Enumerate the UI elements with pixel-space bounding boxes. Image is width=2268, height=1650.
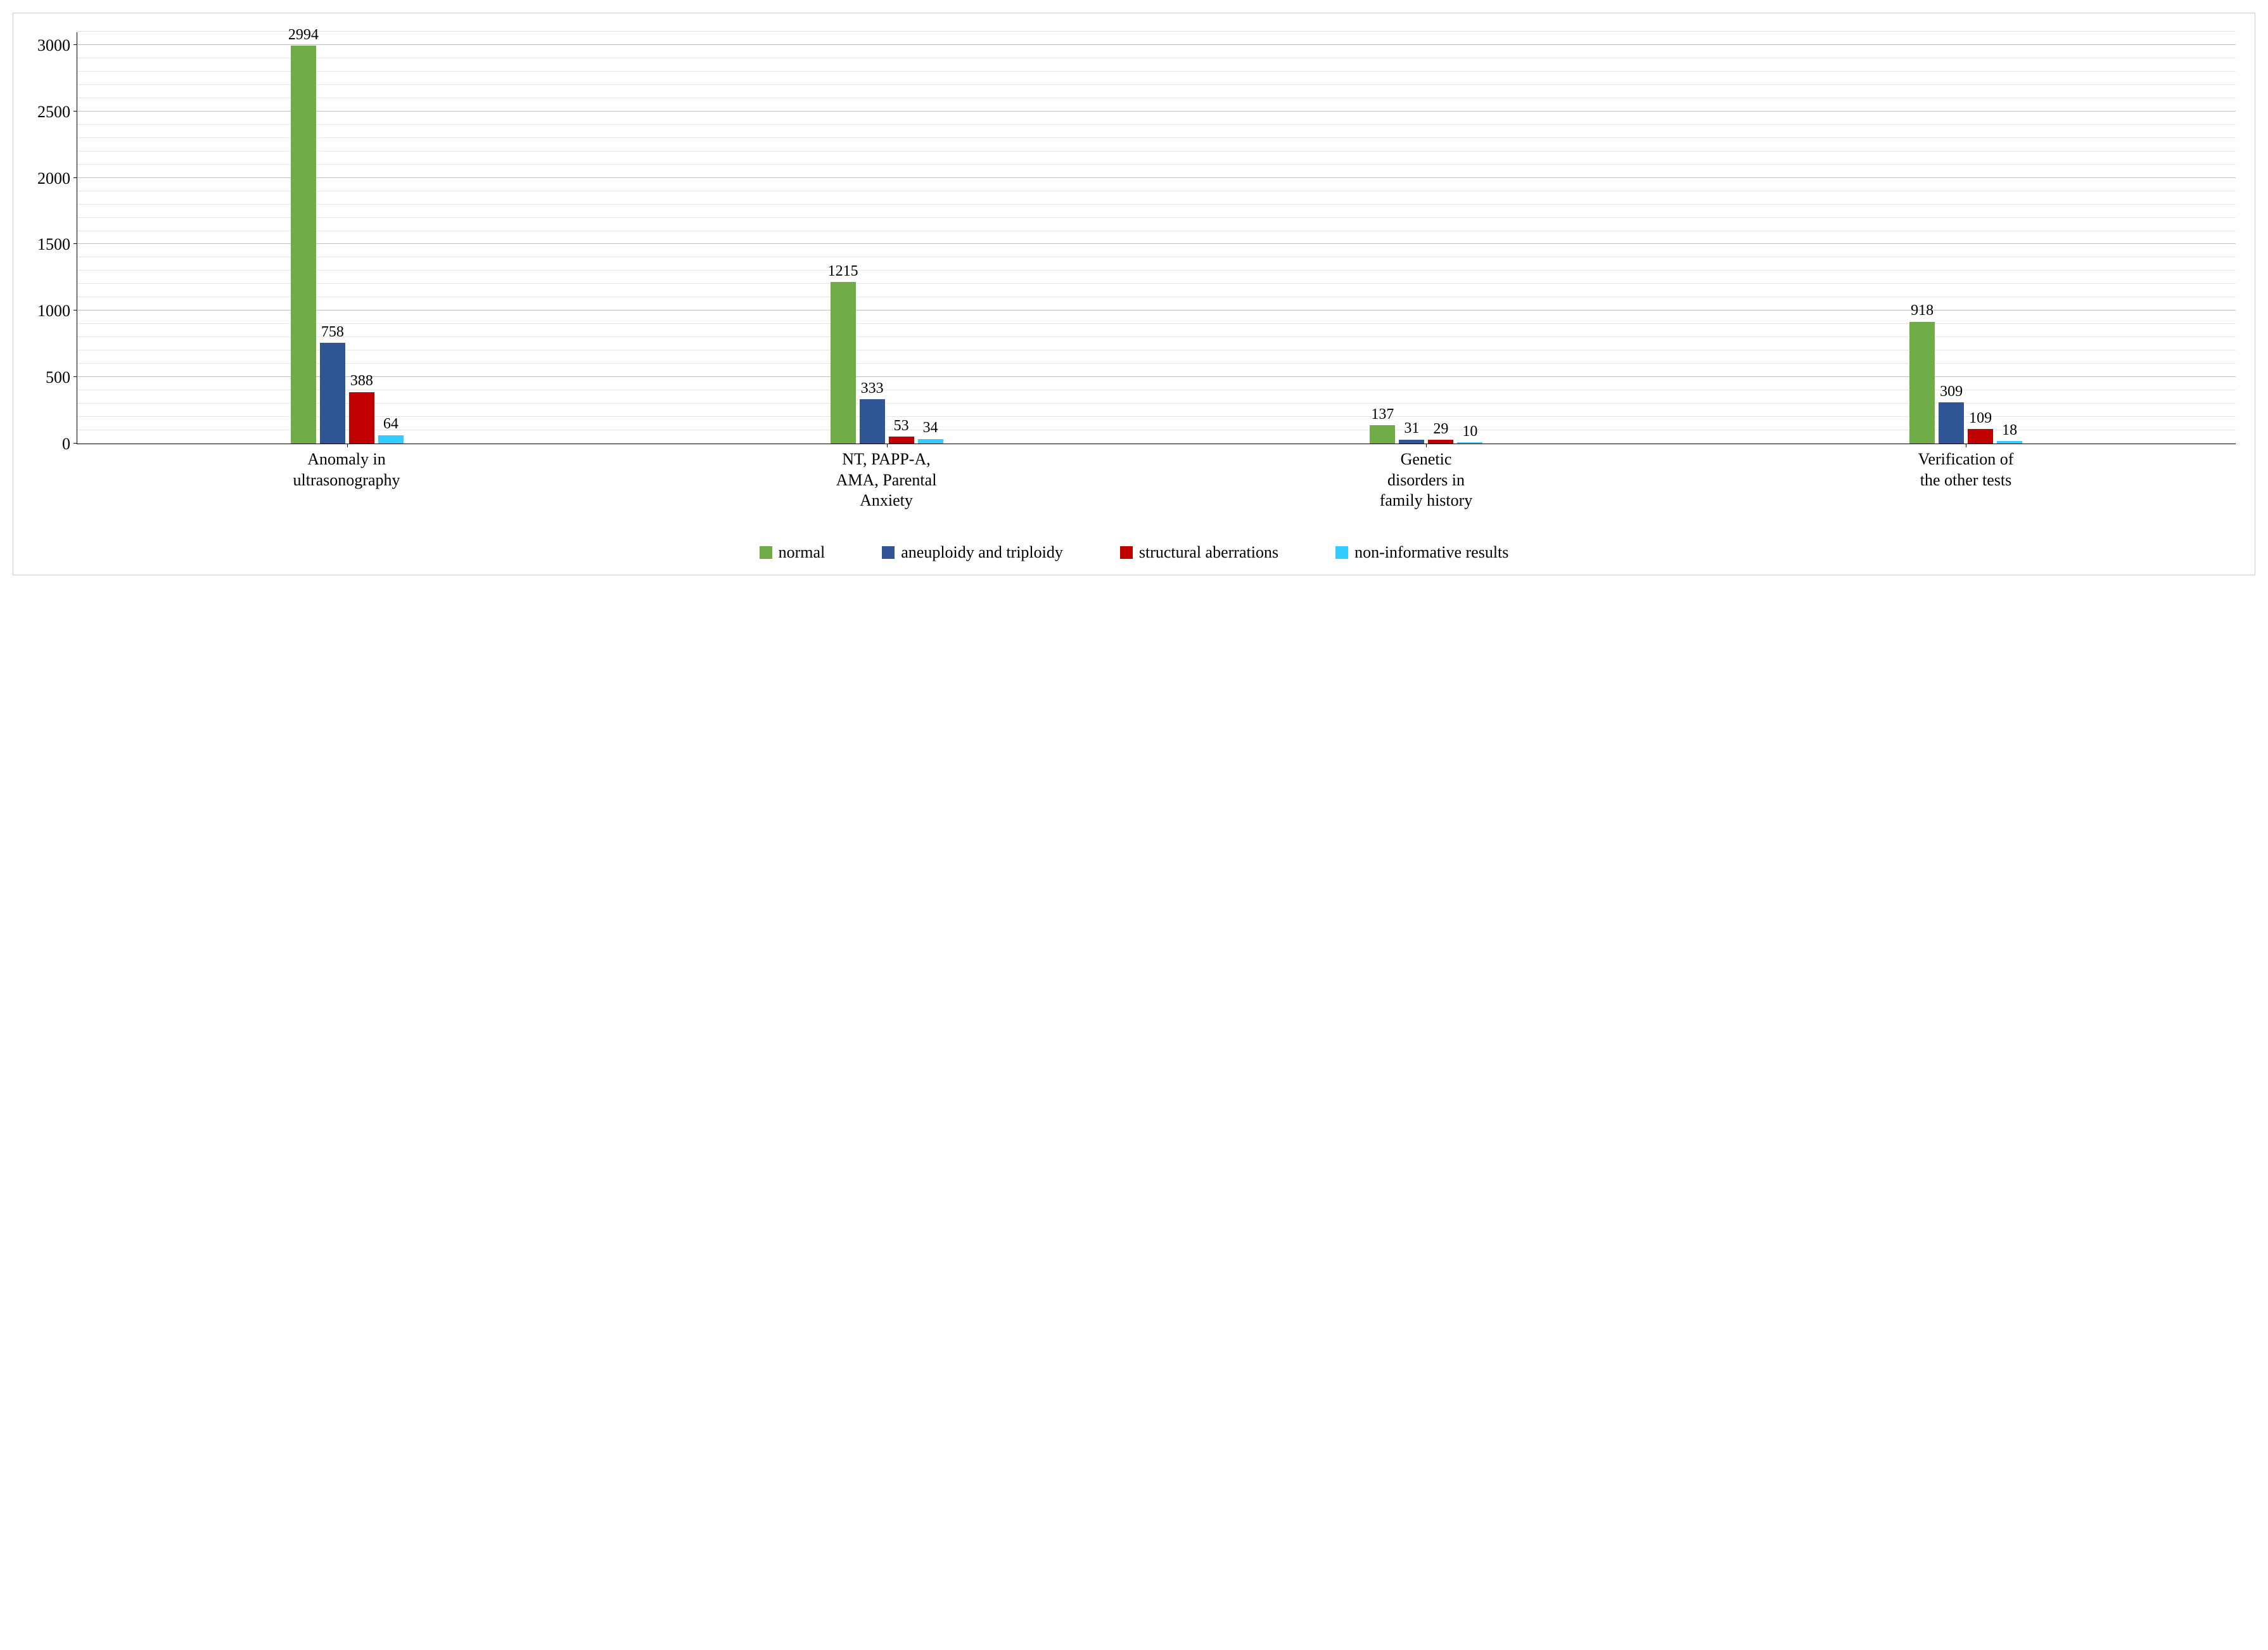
bar <box>1939 402 1964 444</box>
legend-label: structural aberrations <box>1139 543 1278 562</box>
x-category-label: Anomaly inultrasonography <box>77 444 616 511</box>
bar-wrap: 918 <box>1909 302 1935 444</box>
bar-group: 1215 333 53 34 <box>617 32 1157 444</box>
x-category-label: Geneticdisorders infamily history <box>1156 444 1696 511</box>
bar-value-label: 333 <box>861 380 884 397</box>
bar-value-label: 137 <box>1371 406 1394 423</box>
bar <box>889 437 914 444</box>
bar-wrap: 758 <box>320 324 345 444</box>
bar-value-label: 31 <box>1404 420 1419 437</box>
bar-wrap: 309 <box>1939 383 1964 444</box>
bar-wrap: 18 <box>1997 422 2022 444</box>
bar <box>1428 440 1453 444</box>
legend-item: aneuploidy and triploidy <box>882 543 1063 562</box>
bar-value-label: 758 <box>321 324 344 340</box>
bar-wrap: 29 <box>1428 421 1453 444</box>
legend-item: structural aberrations <box>1120 543 1278 562</box>
bar-wrap: 10 <box>1457 423 1482 444</box>
bar <box>918 439 943 444</box>
legend-item: non-informative results <box>1335 543 1508 562</box>
x-tick-mark <box>887 444 888 447</box>
bar-value-label: 29 <box>1433 421 1448 437</box>
bar-value-label: 1215 <box>828 263 858 279</box>
bar-wrap: 31 <box>1399 420 1424 444</box>
bar <box>320 343 345 444</box>
legend-label: non-informative results <box>1354 543 1508 562</box>
bar <box>1968 429 1993 444</box>
legend-swatch <box>760 546 772 559</box>
bar-value-label: 18 <box>2002 422 2017 438</box>
legend-item: normal <box>760 543 825 562</box>
bar <box>291 46 316 444</box>
bar <box>831 282 856 444</box>
x-axis: Anomaly inultrasonographyNT, PAPP-A,AMA,… <box>77 444 2236 511</box>
bar <box>1909 322 1935 444</box>
bar-group: 918 309 109 18 <box>1696 32 2236 444</box>
bar-wrap: 64 <box>378 416 404 444</box>
bar <box>349 392 374 444</box>
bar-value-label: 309 <box>1940 383 1963 400</box>
bar-wrap: 333 <box>860 380 885 444</box>
bar-value-label: 34 <box>923 419 938 436</box>
bar <box>378 435 404 444</box>
bar-wrap: 2994 <box>291 27 316 444</box>
x-tick-mark <box>1426 444 1427 447</box>
bar <box>1399 440 1424 444</box>
bar-value-label: 388 <box>350 373 373 389</box>
plot-row: 300025002000150010005000 299475838864121… <box>32 32 2236 444</box>
bar-value-label: 53 <box>894 418 909 434</box>
legend: normal aneuploidy and triploidy structural… <box>32 543 2236 562</box>
x-tick-mark <box>347 444 348 447</box>
x-category-label: Verification ofthe other tests <box>1696 444 2236 511</box>
bar-value-label: 2994 <box>288 27 319 43</box>
bar-wrap: 109 <box>1968 410 1993 444</box>
bar-wrap: 34 <box>918 419 943 444</box>
x-category-label: NT, PAPP-A,AMA, ParentalAnxiety <box>616 444 1156 511</box>
bar-group: 137 31 29 10 <box>1157 32 1697 444</box>
bar-wrap: 388 <box>349 373 374 444</box>
legend-label: normal <box>779 543 825 562</box>
minor-gridline <box>77 31 2236 32</box>
y-axis: 300025002000150010005000 <box>32 32 77 444</box>
bar-value-label: 109 <box>1969 410 1992 426</box>
bar-value-label: 64 <box>383 416 398 432</box>
bar-wrap: 53 <box>889 418 914 444</box>
legend-swatch <box>1120 546 1133 559</box>
bar-value-label: 918 <box>1911 302 1934 319</box>
bar-value-label: 10 <box>1462 423 1477 440</box>
bar <box>860 399 885 444</box>
bar <box>1370 425 1395 444</box>
legend-swatch <box>882 546 895 559</box>
bar-groups: 2994758388641215333533413731291091830910… <box>77 32 2236 444</box>
legend-swatch <box>1335 546 1348 559</box>
legend-label: aneuploidy and triploidy <box>901 543 1063 562</box>
chart-container: 300025002000150010005000 2994 758 388 64 121… <box>13 13 2255 575</box>
bar-wrap: 137 <box>1370 406 1395 444</box>
bar-group: 299475838864 <box>77 32 617 444</box>
bar-wrap: 1215 <box>831 263 856 444</box>
bar <box>1457 442 1482 444</box>
bar <box>1997 441 2022 444</box>
plot-area: 2994758388641215333533413731291091830910… <box>77 32 2236 444</box>
